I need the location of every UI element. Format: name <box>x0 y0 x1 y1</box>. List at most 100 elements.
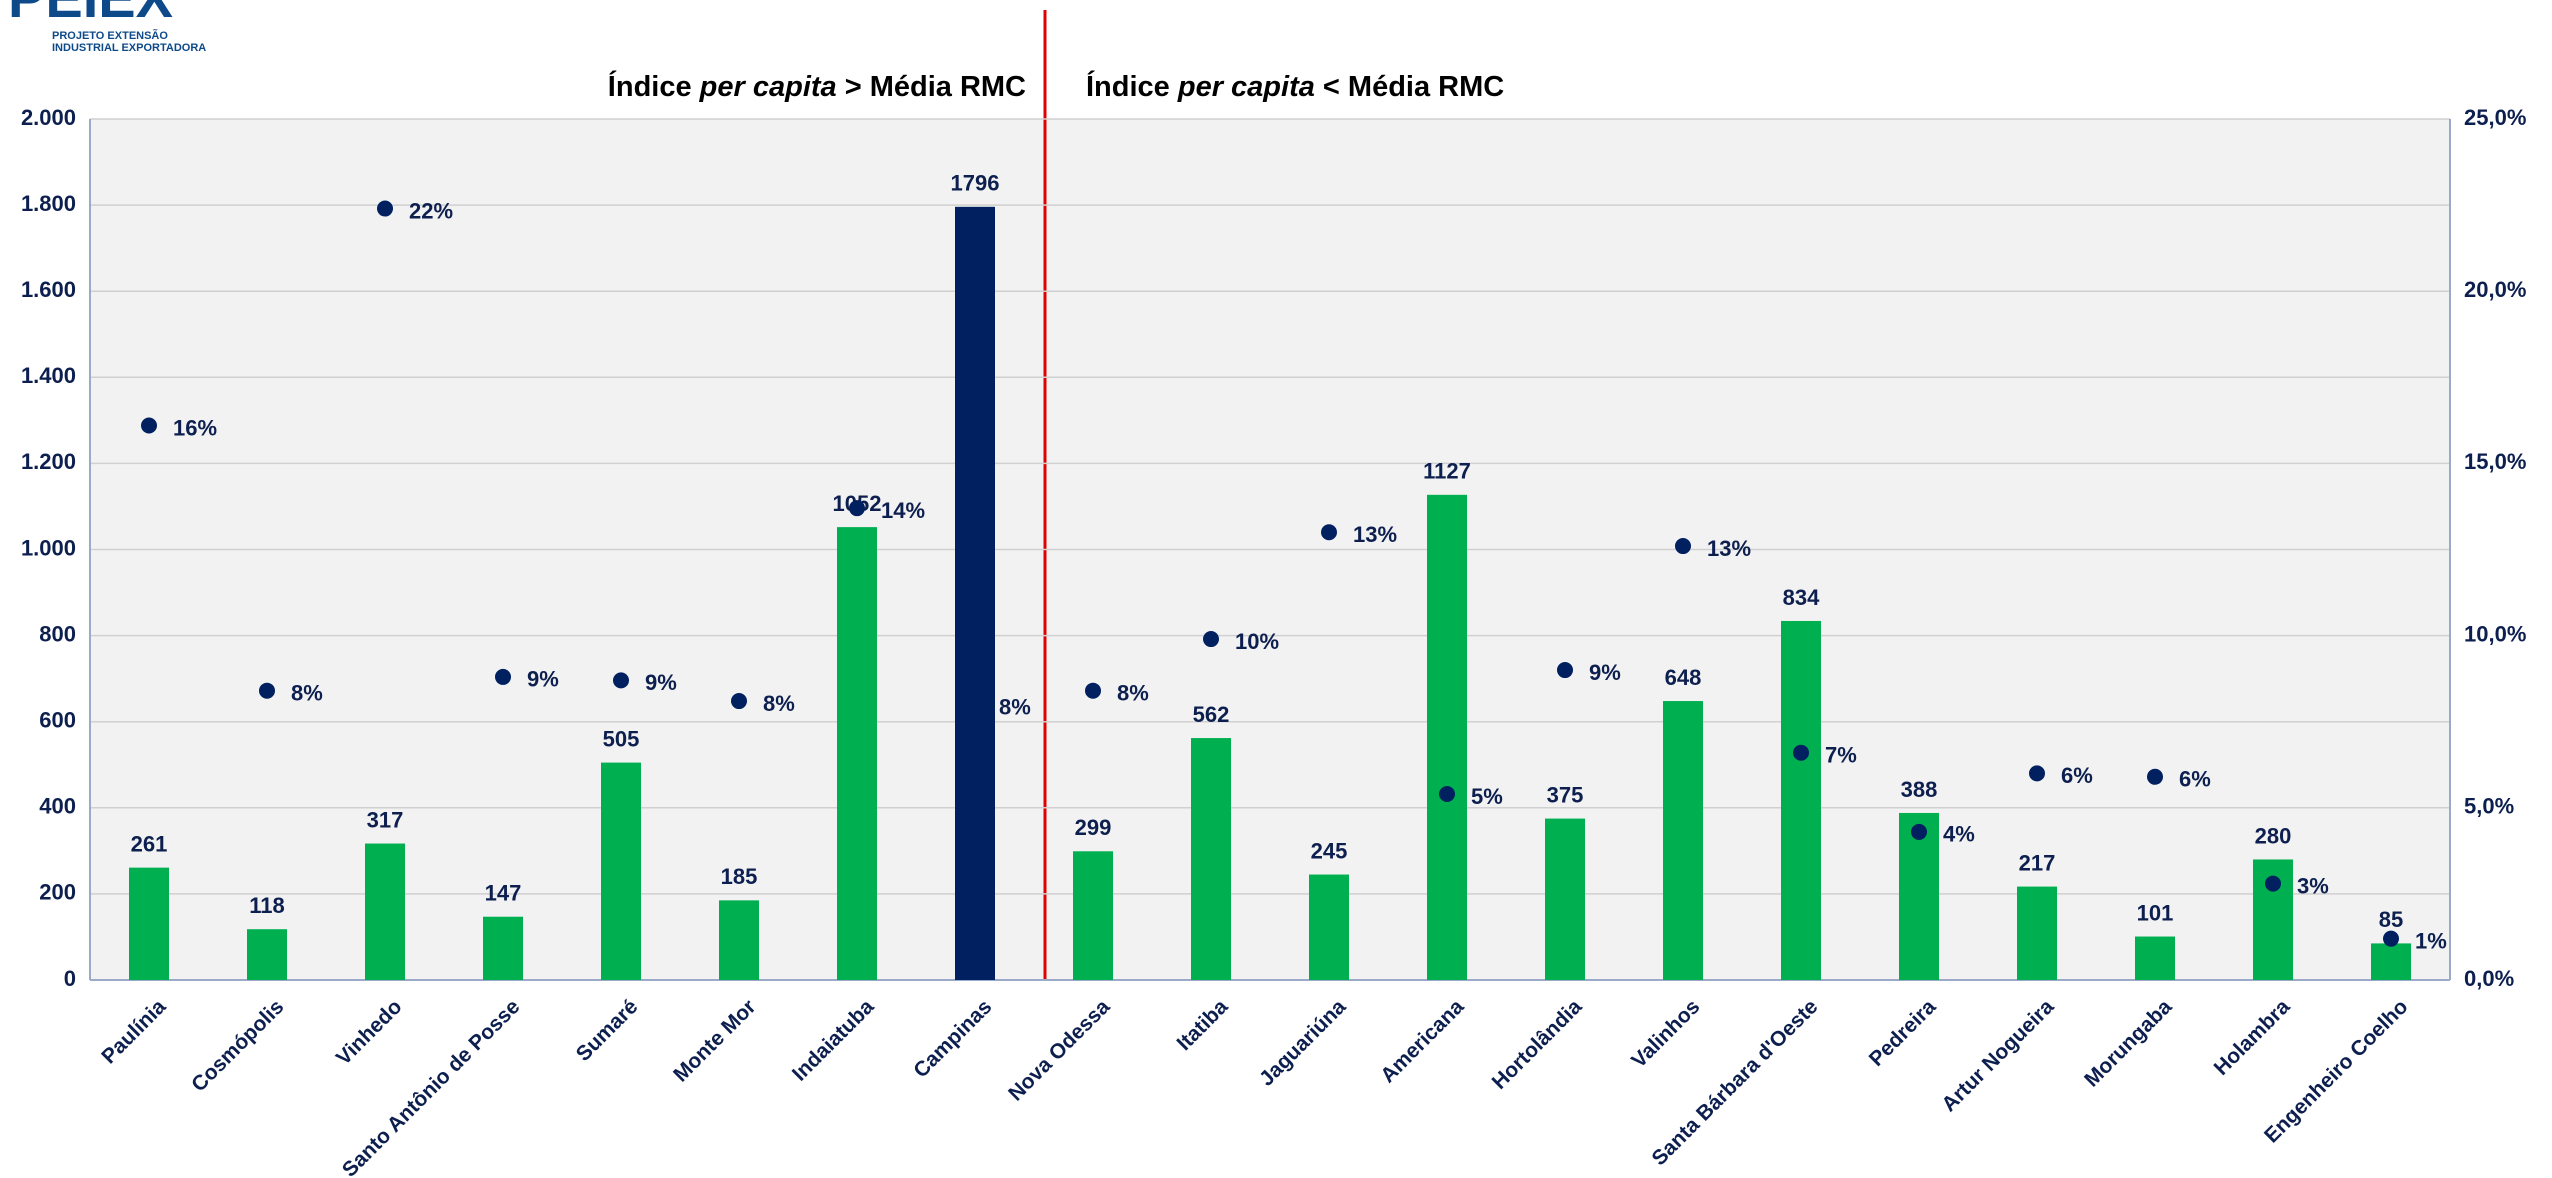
x-tick-label: Sumaré <box>572 995 643 1066</box>
point <box>1203 631 1219 648</box>
x-tick-label: Pedreira <box>1865 995 1941 1071</box>
x-tick-label: Itatiba <box>1172 995 1232 1055</box>
logo-line: INDUSTRIAL EXPORTADORA <box>52 42 206 54</box>
point <box>1321 524 1337 541</box>
bar <box>719 900 759 980</box>
bar <box>1899 812 1939 980</box>
point <box>967 696 983 713</box>
point-label: 13% <box>1353 522 1397 547</box>
bar <box>955 206 995 980</box>
y-tick-label: 1.800 <box>21 191 76 216</box>
bar <box>837 527 877 980</box>
point-label: 22% <box>409 198 453 223</box>
point-label: 8% <box>763 691 795 716</box>
x-tick-label: Americana <box>1376 995 1468 1087</box>
bar <box>483 916 523 980</box>
point-label: 16% <box>173 415 217 440</box>
bar-label: 118 <box>249 893 285 918</box>
y-tick-label: 0,0% <box>2464 966 2514 991</box>
bar-label: 245 <box>1311 838 1348 863</box>
y-tick-label: 400 <box>39 794 76 819</box>
x-tick-label: Jaguariúna <box>1255 995 1351 1091</box>
x-tick-label: Morungaba <box>2080 995 2177 1092</box>
y-tick-label: 800 <box>39 621 76 646</box>
x-tick-label: Vinhedo <box>332 995 407 1070</box>
bar <box>129 867 169 980</box>
bar <box>1663 701 1703 980</box>
point-label: 5% <box>1471 784 1503 809</box>
bar-label: 101 <box>2137 900 2174 925</box>
y-tick-label: 1.200 <box>21 449 76 474</box>
y-tick-label: 600 <box>39 708 76 733</box>
x-tick-label: Holambra <box>2210 995 2295 1080</box>
bar-label: 388 <box>1901 777 1938 802</box>
bar <box>247 929 287 980</box>
logo-line: PROJETO EXTENSÃO <box>52 29 168 42</box>
point-label: 3% <box>2297 873 2329 898</box>
y-tick-label: 15,0% <box>2464 449 2526 474</box>
annotation-part: < Média RMC <box>1315 71 1504 103</box>
point-label: 9% <box>527 667 559 692</box>
point <box>1793 744 1809 761</box>
y-tick-label: 25,0% <box>2464 105 2526 130</box>
annotation-part: > Média RMC <box>837 71 1026 103</box>
x-tick-label: Campinas <box>909 995 996 1082</box>
y-tick-label: 2.000 <box>21 105 76 130</box>
bar-label: 505 <box>603 726 640 751</box>
point-label: 1% <box>2415 928 2447 953</box>
point-label: 9% <box>1589 660 1621 685</box>
bar <box>2135 936 2175 980</box>
point-label: 7% <box>1825 743 1857 768</box>
bar-label: 1127 <box>1423 459 1471 484</box>
bar <box>2371 943 2411 980</box>
point <box>1085 682 1101 699</box>
annotation-part: per capita <box>1177 71 1315 103</box>
point-label: 8% <box>999 694 1031 719</box>
x-tick-label: Paulínia <box>97 995 170 1068</box>
bar-label: 217 <box>2019 850 2056 875</box>
bar-label: 185 <box>721 864 758 889</box>
x-tick-label: Nova Odessa <box>1004 995 1115 1106</box>
y-tick-label: 0 <box>64 966 76 991</box>
point-label: 13% <box>1707 536 1751 561</box>
annotation: Índice per capita < Média RMC <box>1086 69 1504 103</box>
bar-label: 147 <box>485 881 522 906</box>
point <box>1675 538 1691 555</box>
bar <box>1781 620 1821 980</box>
bar <box>601 762 641 980</box>
bar <box>1545 818 1585 980</box>
bar-label: 1796 <box>951 171 1000 196</box>
bar <box>1309 874 1349 980</box>
point-label: 8% <box>1117 681 1149 706</box>
bar <box>365 843 405 980</box>
point <box>1557 662 1573 679</box>
point <box>613 672 629 689</box>
logo-title: PEIEX <box>8 0 173 29</box>
bar-label: 375 <box>1547 782 1584 807</box>
y-tick-label: 5,0% <box>2464 794 2514 819</box>
bar-label: 648 <box>1665 665 1702 690</box>
bar <box>2017 886 2057 980</box>
point-label: 4% <box>1943 822 1975 847</box>
bar-label: 834 <box>1783 585 1820 610</box>
point <box>141 417 157 434</box>
bar <box>1073 851 1113 980</box>
y-tick-label: 1.000 <box>21 535 76 560</box>
annotation-part: Índice <box>1086 69 1178 103</box>
point <box>377 200 393 217</box>
x-tick-label: Cosmópolis <box>187 995 288 1096</box>
bar-label: 317 <box>367 807 404 832</box>
y-tick-label: 20,0% <box>2464 277 2526 302</box>
x-tick-label: Monte Mor <box>669 995 760 1086</box>
point <box>1439 786 1455 803</box>
point-label: 10% <box>1235 629 1279 654</box>
x-tick-label: Artur Nogueira <box>1937 995 2058 1116</box>
point-label: 9% <box>645 670 677 695</box>
point <box>2029 765 2045 782</box>
x-tick-label: Valinhos <box>1627 995 1704 1072</box>
bar-label: 85 <box>2379 907 2403 932</box>
point <box>2383 930 2399 947</box>
x-tick-label: Indaiatuba <box>788 995 879 1086</box>
bar-label: 299 <box>1075 815 1112 840</box>
